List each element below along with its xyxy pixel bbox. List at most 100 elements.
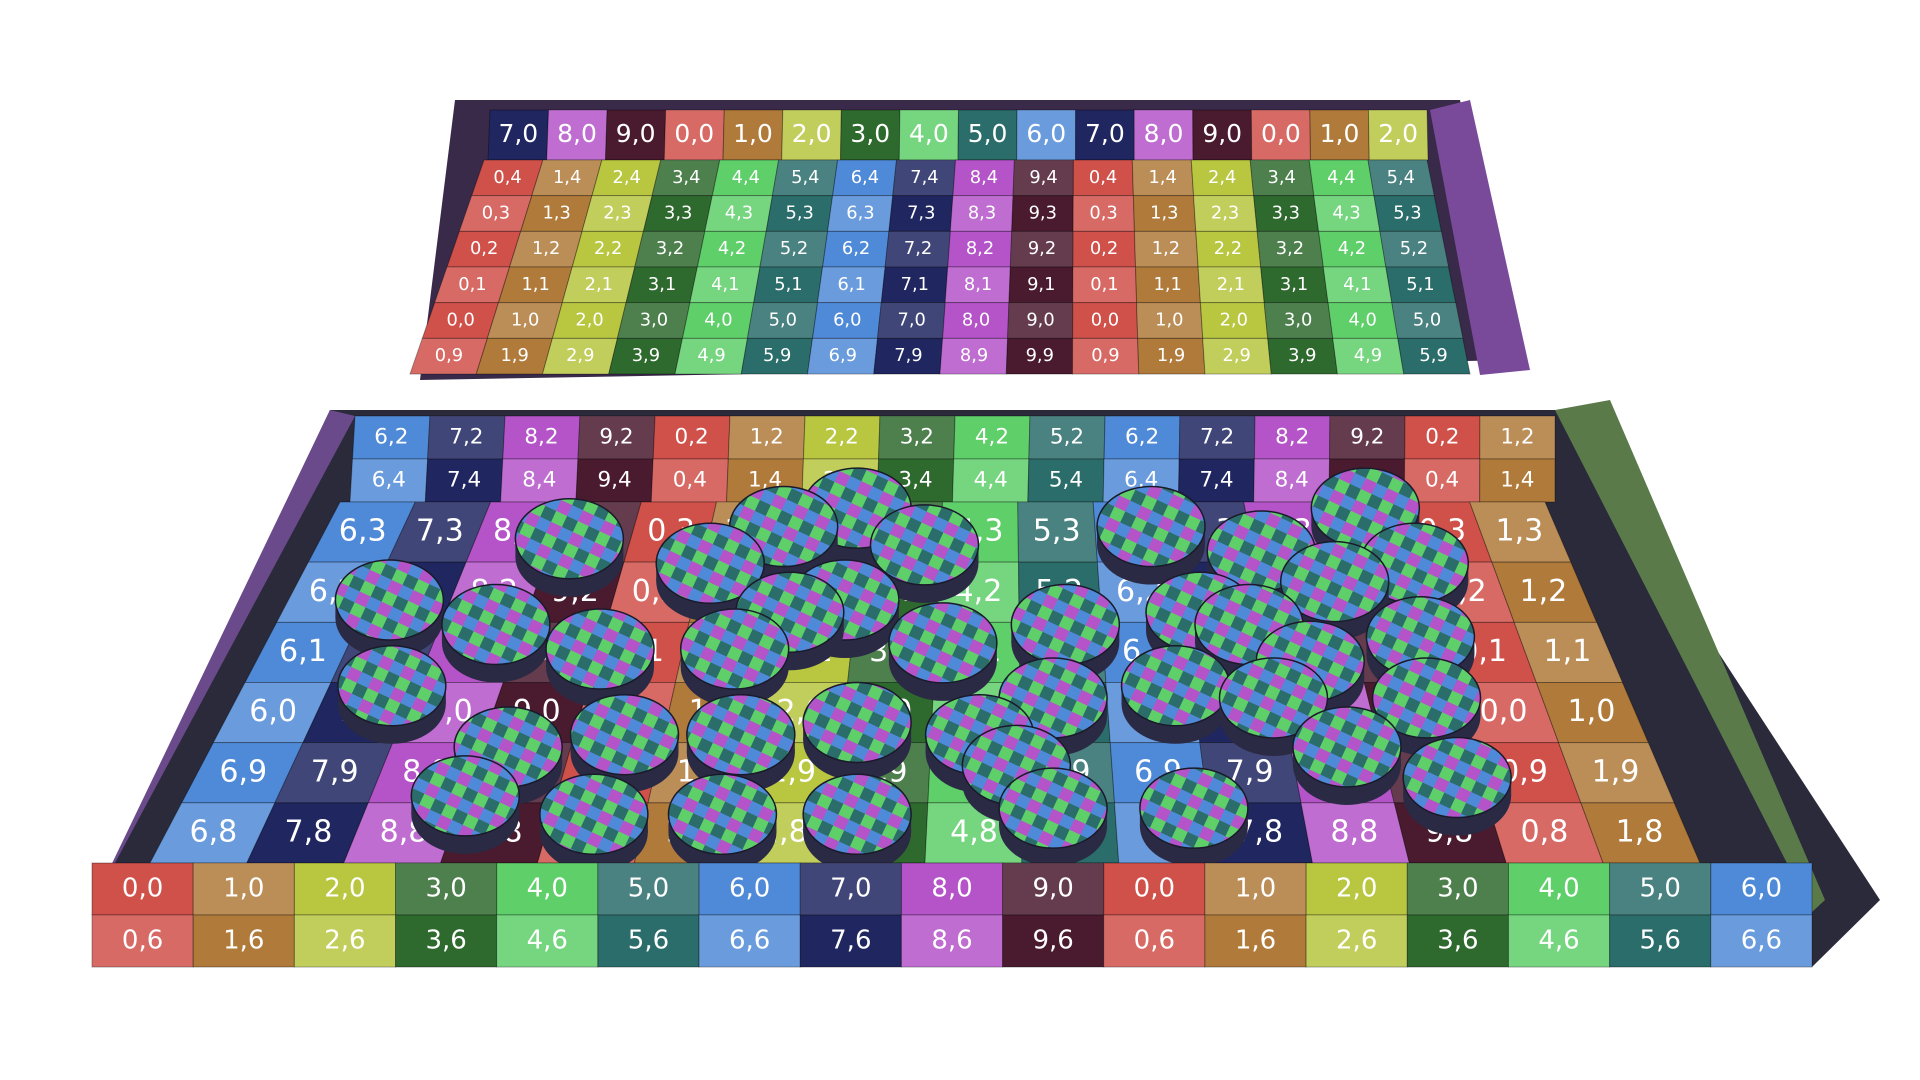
coin-top bbox=[337, 644, 447, 727]
cell-label: 4,0 bbox=[527, 874, 568, 904]
cell-label: 0,2 bbox=[675, 425, 709, 450]
cell-label: 5,0 bbox=[769, 310, 797, 331]
cell-grid bbox=[1313, 195, 1380, 232]
cell-label: 4,2 bbox=[975, 425, 1009, 450]
cell-grid bbox=[427, 416, 505, 459]
cell-label: 1,3 bbox=[542, 203, 570, 224]
cell-grid bbox=[1257, 231, 1324, 267]
cell-label: 1,3 bbox=[1495, 514, 1543, 549]
cell-grid bbox=[274, 742, 393, 803]
cell-label: 3,0 bbox=[1437, 874, 1478, 904]
coin-top bbox=[667, 773, 778, 856]
cell-grid bbox=[1007, 302, 1073, 339]
cell-grid bbox=[1407, 863, 1509, 915]
cell-label: 7,9 bbox=[311, 754, 359, 789]
cell-grid bbox=[664, 110, 725, 160]
cell-label: 5,2 bbox=[1400, 238, 1428, 259]
coin-top bbox=[441, 583, 551, 666]
cell-label: 9,3 bbox=[1029, 203, 1057, 224]
cell-label: 5,0 bbox=[1640, 874, 1681, 904]
cell-grid bbox=[800, 863, 902, 915]
cell-label: 0,2 bbox=[1090, 238, 1118, 259]
cell-label: 8,0 bbox=[557, 119, 597, 148]
cell-grid bbox=[699, 915, 801, 967]
cell-label: 5,2 bbox=[1050, 425, 1084, 450]
cell-label: 1,2 bbox=[1500, 425, 1534, 450]
coin-top bbox=[1139, 767, 1249, 849]
cell-label: 4,9 bbox=[697, 345, 725, 366]
cell-label: 3,3 bbox=[664, 203, 692, 224]
cell-grid bbox=[899, 110, 959, 160]
cell-grid bbox=[901, 915, 1003, 967]
cell-label: 9,1 bbox=[1027, 274, 1055, 295]
cell-grid bbox=[1013, 160, 1074, 196]
cell-label: 4,0 bbox=[1348, 310, 1376, 331]
cell-label: 4,0 bbox=[704, 310, 732, 331]
cell-label: 5,0 bbox=[968, 119, 1008, 148]
cell-label: 6,2 bbox=[842, 238, 870, 259]
cell-label: 0,4 bbox=[493, 167, 521, 188]
cell-grid bbox=[597, 863, 700, 915]
front-box-side bbox=[1555, 400, 1825, 912]
cell-grid bbox=[689, 267, 760, 303]
cell-label: 7,4 bbox=[447, 468, 481, 493]
cell-label: 3,0 bbox=[640, 310, 668, 331]
cell-label: 6,3 bbox=[846, 203, 874, 224]
cell-label: 0,2 bbox=[470, 238, 498, 259]
cell-label: 8,0 bbox=[962, 310, 990, 331]
cell-label: 0,2 bbox=[1425, 425, 1459, 450]
cell-label: 7,0 bbox=[897, 310, 925, 331]
coin-top bbox=[539, 773, 649, 856]
coin-top bbox=[514, 498, 625, 580]
cell-label: 2,9 bbox=[566, 345, 594, 366]
cell-grid bbox=[651, 459, 729, 502]
cell-label: 4,1 bbox=[1343, 274, 1371, 295]
cell-label: 1,2 bbox=[1152, 238, 1180, 259]
cell-label: 3,0 bbox=[850, 119, 890, 148]
cell-label: 6,6 bbox=[1741, 926, 1782, 956]
cell-label: 5,6 bbox=[1640, 926, 1681, 956]
cell-label: 5,0 bbox=[1413, 310, 1441, 331]
cell-label: 6,4 bbox=[851, 167, 879, 188]
cell-label: 6,1 bbox=[837, 274, 865, 295]
cell-label: 0,0 bbox=[1480, 694, 1528, 729]
cell-grid bbox=[1469, 502, 1571, 563]
cell-label: 6,0 bbox=[249, 694, 297, 729]
cell-label: 7,4 bbox=[1199, 468, 1233, 493]
cell-grid bbox=[1134, 110, 1193, 160]
cell-label: 2,0 bbox=[575, 310, 603, 331]
cell-label: 2,0 bbox=[792, 119, 832, 148]
cell-label: 3,6 bbox=[1437, 926, 1478, 956]
cell-grid bbox=[728, 416, 805, 459]
coin-top bbox=[1096, 485, 1206, 568]
cell-grid bbox=[1558, 742, 1675, 803]
cell-label: 8,6 bbox=[931, 926, 972, 956]
cell-label: 3,1 bbox=[648, 274, 676, 295]
cell-grid bbox=[1017, 502, 1098, 563]
cell-label: 2,2 bbox=[1214, 238, 1242, 259]
cell-grid bbox=[350, 459, 428, 502]
coins bbox=[334, 467, 1512, 873]
cell-label: 8,9 bbox=[960, 345, 988, 366]
cell-label: 8,0 bbox=[931, 874, 972, 904]
cell-label: 8,4 bbox=[1275, 468, 1309, 493]
cell-grid bbox=[1306, 915, 1408, 967]
cell-grid bbox=[952, 459, 1029, 502]
coin-top bbox=[1218, 657, 1329, 739]
cell-label: 8,8 bbox=[1330, 814, 1378, 849]
cell-label: 1,2 bbox=[750, 425, 784, 450]
coin-top bbox=[1402, 736, 1512, 819]
cell-grid bbox=[1198, 267, 1265, 303]
cell-label: 9,6 bbox=[1032, 926, 1073, 956]
cell-label: 7,6 bbox=[830, 926, 871, 956]
cell-label: 5,1 bbox=[1406, 274, 1434, 295]
cell-grid bbox=[617, 302, 690, 339]
cell-label: 6,2 bbox=[374, 425, 408, 450]
cell-label: 2,0 bbox=[1378, 119, 1418, 148]
cell-label: 2,6 bbox=[1336, 926, 1377, 956]
coin-top bbox=[1292, 706, 1402, 788]
cell-grid bbox=[940, 338, 1008, 374]
cell-label: 0,6 bbox=[122, 926, 163, 956]
cell-grid bbox=[562, 267, 635, 303]
